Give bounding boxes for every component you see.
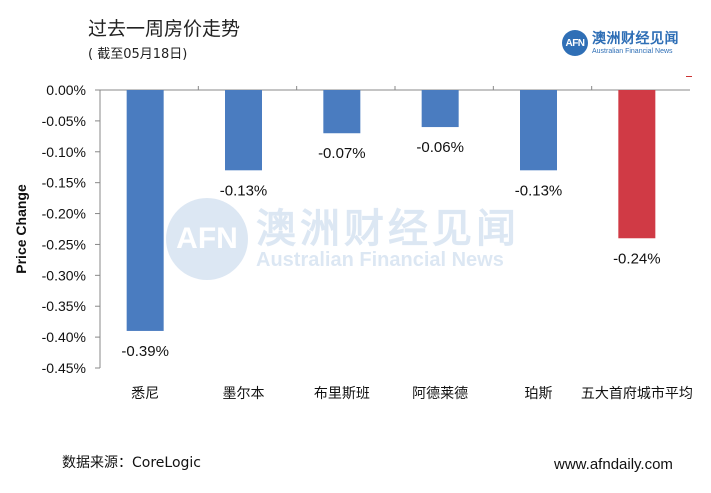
- bar-value-label: -0.39%: [121, 343, 169, 360]
- y-tick-label: 0.00%: [46, 82, 86, 98]
- chart-title: 过去一周房价走势: [88, 18, 241, 40]
- afn-logo-name-cn: 澳洲财经见闻: [592, 30, 679, 47]
- bar-value-label: -0.07%: [318, 145, 366, 162]
- y-tick-label: -0.25%: [42, 236, 86, 252]
- afn-logo-name-en: Australian Financial News: [592, 47, 673, 55]
- bar: [618, 90, 656, 239]
- y-axis-title: Price Change: [13, 184, 29, 274]
- x-category-label: 珀斯: [525, 386, 553, 402]
- bar-value-label: -0.24%: [613, 250, 661, 267]
- bar-value-label: -0.13%: [515, 182, 563, 199]
- x-category-label: 阿德莱德: [412, 386, 468, 402]
- x-category-label: 布里斯班: [314, 386, 370, 402]
- website-url[interactable]: www.afndaily.com: [554, 456, 673, 473]
- afn-logo: AFN 澳洲财经见闻 Australian Financial News: [562, 30, 679, 56]
- corner-mark: [686, 76, 692, 77]
- y-tick-label: -0.15%: [42, 175, 86, 191]
- bar: [520, 90, 557, 171]
- y-tick-label: -0.05%: [42, 113, 86, 129]
- chart-subtitle: ( 截至05月18日): [88, 47, 188, 62]
- bar: [126, 90, 164, 331]
- y-tick-label: -0.40%: [42, 329, 86, 345]
- x-category-label: 五大首府城市平均: [581, 385, 693, 402]
- y-tick-label: -0.30%: [42, 267, 86, 283]
- y-tick-label: -0.20%: [42, 206, 86, 222]
- afn-logo-badge: AFN: [562, 30, 588, 56]
- x-category-label: 墨尔本: [223, 386, 265, 402]
- data-source: 数据来源：CoreLogic: [62, 455, 201, 471]
- bar: [225, 90, 262, 171]
- bar: [421, 90, 459, 128]
- x-category-label: 悉尼: [131, 386, 159, 402]
- y-tick-label: -0.10%: [42, 144, 86, 160]
- afn-logo-text: 澳洲财经见闻 Australian Financial News: [592, 32, 679, 55]
- y-tick-label: -0.35%: [42, 298, 86, 314]
- bar: [323, 90, 361, 134]
- bar-value-label: -0.06%: [416, 139, 464, 156]
- y-tick-label: -0.45%: [42, 360, 86, 376]
- bar-value-label: -0.13%: [220, 182, 268, 199]
